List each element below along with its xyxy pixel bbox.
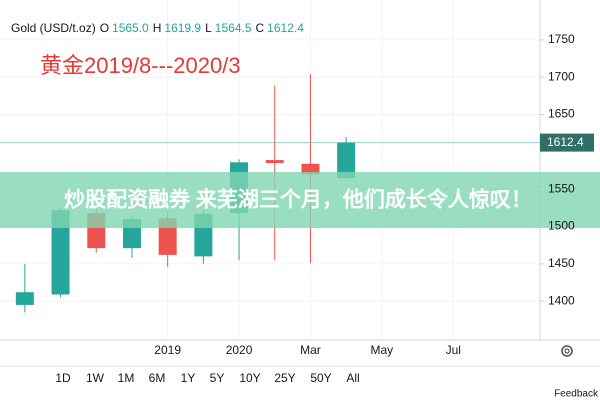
candle-body (301, 163, 320, 175)
range-button[interactable]: All (346, 371, 359, 385)
gear[interactable] (561, 345, 573, 357)
banner-bg (0, 172, 600, 228)
range-button[interactable]: 1Y (181, 371, 196, 385)
y-tick-label: 1500 (548, 219, 575, 233)
plot (0, 0, 540, 340)
price-tag (540, 133, 594, 152)
y-tick-label: 1750 (548, 32, 575, 46)
x-tick-label: 2020 (226, 343, 253, 357)
range-button[interactable]: 1W (86, 371, 105, 385)
y-tick-label: 1650 (548, 107, 575, 121)
y-tick-label: 1700 (548, 69, 575, 83)
ohlc-label: O (100, 21, 109, 35)
ohlc-label: H (153, 21, 162, 35)
gear-hub[interactable] (564, 348, 570, 354)
ohlc-value: 1564.5 (215, 21, 252, 35)
x-tick-label: May (371, 343, 394, 357)
overlay: Gold (USD/t.oz) O 1565.0 H 1619.9 L 1564.5 C 161… (0, 21, 600, 228)
ohlc-label: L (205, 21, 212, 35)
y-tick-label: 1450 (548, 256, 575, 270)
range-button[interactable]: 50Y (310, 371, 331, 385)
candle-body (265, 160, 284, 164)
range-button[interactable]: 1D (55, 371, 71, 385)
x-tick-label: 2019 (154, 343, 181, 357)
x-tick-label: Mar (300, 343, 321, 357)
range-button[interactable]: 10Y (239, 371, 260, 385)
ohlc-value: 1612.4 (267, 21, 304, 35)
range-button[interactable]: 1M (118, 371, 135, 385)
x-tick-label: Jul (446, 343, 461, 357)
candle-body (15, 292, 34, 305)
banner-text: 炒股配资融券 来芜湖三个月，他们成长令人惊叹！ (64, 188, 532, 212)
candle-body (337, 142, 356, 178)
y-tick-label: 1550 (548, 181, 575, 195)
ohlc-value: 1619.9 (164, 21, 201, 35)
range-button[interactable]: 6M (149, 371, 166, 385)
candle-body (51, 210, 70, 295)
ohlc-header: Gold (USD/t.oz) O 1565.0 H 1619.9 L 1564.5 C 161… (11, 21, 304, 35)
ohlc-label: C (256, 21, 265, 35)
settings-icon[interactable] (561, 345, 573, 357)
y-tick-label: 1400 (548, 293, 575, 307)
price-tag-label: 1612.4 (547, 135, 584, 149)
ohlc-value: 1565.0 (112, 21, 149, 35)
range-button[interactable]: 25Y (274, 371, 295, 385)
symbol: Gold (USD/t.oz) (11, 21, 96, 35)
feedback[interactable]: Feedback (554, 389, 599, 400)
range-button[interactable]: 5Y (210, 371, 225, 385)
annotation: 黄金2019/8---2020/3 (40, 53, 241, 78)
